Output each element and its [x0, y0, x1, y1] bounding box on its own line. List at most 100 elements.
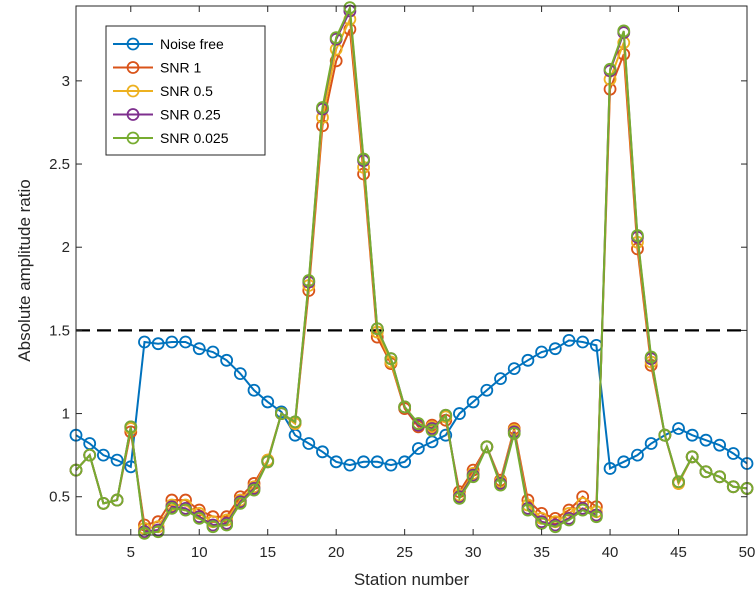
data-point: [384, 352, 398, 366]
series-layer: [69, 1, 754, 540]
x-tick-label: 20: [328, 544, 345, 561]
legend-marker: [126, 131, 140, 145]
data-point: [83, 448, 97, 462]
data-point: [138, 335, 151, 349]
data-point: [425, 423, 439, 437]
data-point: [370, 455, 384, 469]
data-point: [521, 503, 535, 517]
x-tick-label: 25: [396, 544, 413, 561]
data-point: [411, 417, 425, 430]
legend-label: SNR 0.25: [160, 107, 221, 123]
data-point: [411, 442, 425, 455]
x-tick-label: 5: [127, 544, 135, 561]
data-point: [329, 31, 343, 45]
x-axis-ticks: 5 10 15 20 25 30 35 40 45 50: [127, 6, 756, 561]
legend-item: SNR 1: [113, 60, 201, 76]
data-point: [672, 422, 685, 435]
legend-item: SNR 0.5: [113, 83, 213, 99]
data-point: [96, 496, 110, 510]
x-tick-label: 35: [533, 544, 550, 561]
data-point: [713, 438, 727, 452]
axes-box: [75, 5, 748, 536]
data-point: [631, 229, 644, 242]
data-point: [165, 335, 179, 349]
legend-marker: [126, 37, 140, 51]
data-point: [370, 322, 384, 336]
data-point: [110, 453, 124, 467]
data-point: [480, 383, 494, 397]
y-tick-label: 3: [62, 73, 70, 90]
data-point: [726, 447, 740, 460]
data-point: [466, 395, 480, 409]
data-point: [316, 445, 329, 459]
data-point: [192, 342, 206, 356]
legend-label: SNR 0.025: [160, 130, 229, 146]
data-point: [548, 342, 562, 356]
legend-item: SNR 0.025: [113, 130, 229, 146]
data-point: [329, 455, 343, 469]
data-point: [535, 345, 548, 359]
legend-box: [105, 25, 266, 156]
data-point: [453, 407, 466, 420]
data-point: [151, 525, 165, 539]
data-point: [192, 511, 206, 525]
axes-frame: [75, 5, 748, 536]
data-point: [685, 450, 699, 464]
legend: Noise free SNR 1 SNR 0.5 SNR 0.25 SNR 0.025: [105, 25, 266, 156]
data-point: [302, 274, 316, 287]
legend-marker: [126, 84, 140, 98]
data-point: [713, 470, 727, 484]
data-point: [206, 520, 220, 534]
legend-marker: [126, 61, 140, 74]
legend-label: SNR 0.5: [160, 83, 213, 99]
data-point: [494, 478, 507, 492]
data-point: [507, 427, 521, 440]
data-point: [685, 428, 699, 442]
series-4: [69, 1, 754, 540]
data-point: [384, 458, 398, 472]
x-tick-label: 10: [191, 544, 208, 561]
data-point: [507, 362, 521, 376]
data-point: [398, 455, 412, 469]
x-tick-label: 50: [739, 544, 756, 561]
data-point: [658, 428, 672, 442]
data-point: [343, 1, 357, 15]
data-point: [124, 425, 138, 439]
data-point: [165, 501, 179, 515]
data-point: [453, 492, 466, 505]
data-point: [233, 367, 247, 381]
series-0: [69, 333, 754, 475]
data-point: [302, 437, 316, 450]
data-point: [151, 337, 165, 351]
data-point: [96, 448, 110, 462]
data-point: [261, 455, 275, 469]
x-axis-label: Station number: [354, 570, 470, 589]
x-tick-label: 15: [259, 544, 276, 561]
data-point: [631, 448, 644, 462]
data-point: [138, 526, 151, 540]
data-point: [466, 470, 480, 484]
data-point: [603, 62, 617, 76]
data-point: [589, 510, 603, 524]
legend-label: SNR 1: [160, 60, 201, 76]
data-point: [261, 395, 275, 409]
data-point: [247, 383, 261, 397]
series-line: [75, 339, 748, 470]
data-point: [494, 372, 507, 386]
y-tick-label: 0.5: [49, 489, 70, 506]
data-point: [110, 493, 124, 507]
data-point: [535, 516, 548, 530]
data-point: [562, 333, 576, 347]
data-point: [316, 101, 329, 114]
data-point: [576, 503, 590, 517]
y-tick-label: 1: [62, 406, 70, 423]
data-point: [699, 465, 713, 479]
data-point: [644, 350, 658, 364]
data-point: [247, 483, 261, 497]
y-tick-label: 1.5: [49, 322, 70, 339]
data-point: [398, 400, 412, 414]
data-point: [179, 503, 192, 517]
legend-marker: [126, 108, 140, 121]
legend-item: Noise free: [113, 36, 224, 52]
data-point: [275, 407, 288, 420]
